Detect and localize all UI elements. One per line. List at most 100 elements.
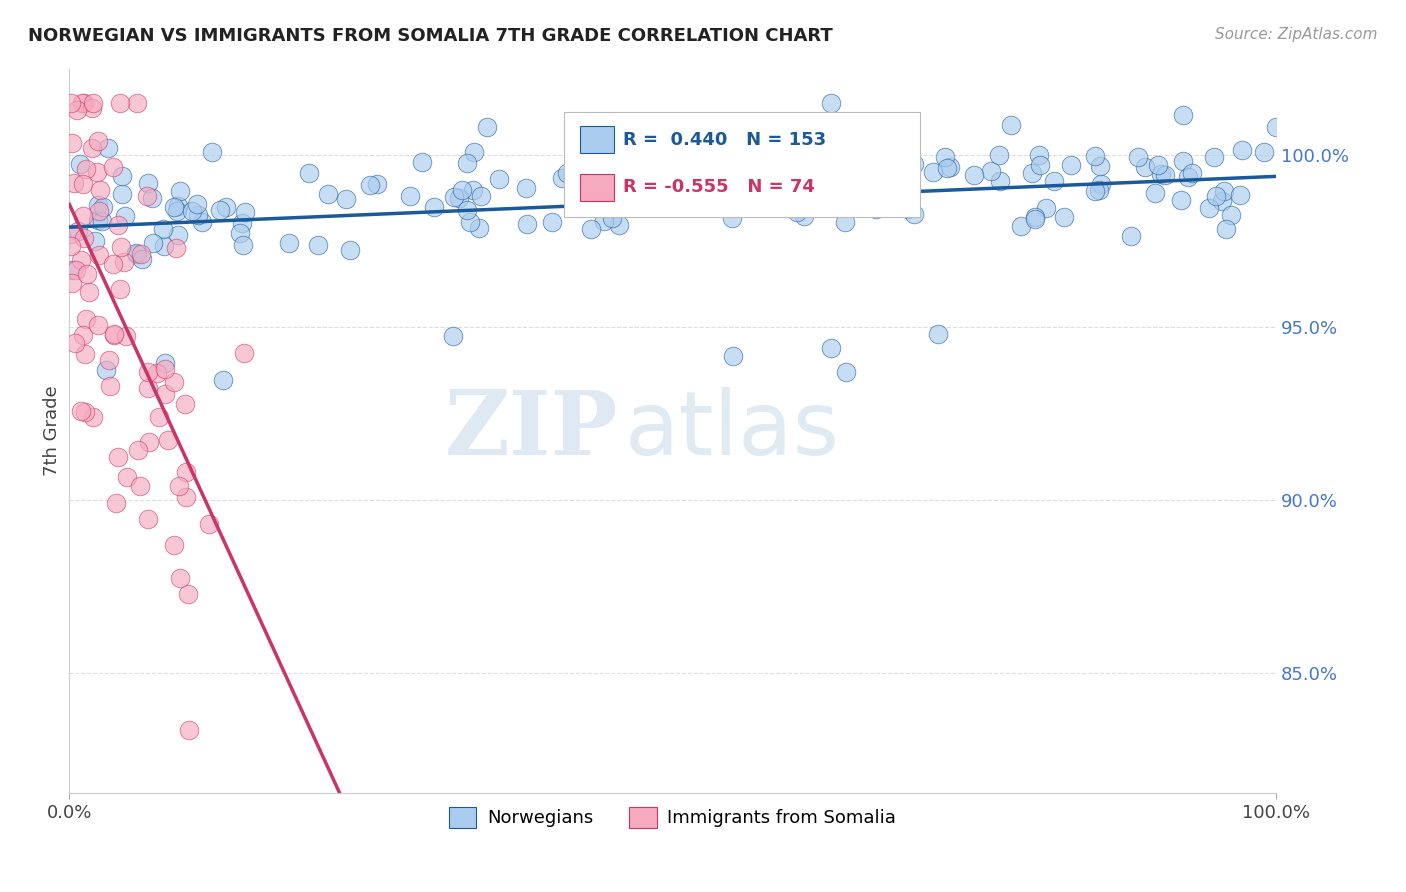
Point (516, 217, 538, 231)
Point (1265, 120, 1288, 134)
Point (89, 183, 111, 197)
Point (682, 177, 704, 191)
Point (163, 538, 186, 552)
Point (661, 193, 683, 207)
Point (69, 253, 91, 268)
Point (60, 239, 83, 253)
Point (115, 469, 138, 483)
Point (541, 215, 564, 229)
Point (1053, 210, 1076, 224)
Point (335, 192, 357, 206)
Point (1198, 201, 1220, 215)
Point (152, 222, 174, 236)
Point (893, 194, 915, 209)
Point (1253, 145, 1275, 160)
Point (86, 198, 108, 212)
Point (927, 326, 949, 341)
Point (75, 162, 97, 177)
Point (1010, 219, 1032, 233)
FancyBboxPatch shape (579, 126, 613, 153)
Point (112, 255, 135, 269)
Point (108, 282, 131, 296)
Point (82, 96, 104, 111)
Point (141, 191, 163, 205)
Point (820, 96, 842, 111)
Point (86, 213, 108, 227)
Point (807, 132, 830, 146)
Point (97, 353, 120, 368)
Text: NORWEGIAN VS IMMIGRANTS FROM SOMALIA 7TH GRADE CORRELATION CHART: NORWEGIAN VS IMMIGRANTS FROM SOMALIA 7TH… (28, 27, 832, 45)
Point (468, 221, 491, 235)
Point (571, 198, 593, 212)
Point (148, 409, 170, 424)
Point (82, 141, 104, 155)
Point (163, 375, 186, 389)
Point (72, 210, 94, 224)
Point (1024, 210, 1046, 224)
Point (797, 175, 820, 189)
Point (59, 96, 82, 111)
Point (1084, 149, 1107, 163)
Point (316, 186, 339, 201)
Point (186, 197, 208, 211)
Text: ZIP: ZIP (444, 387, 619, 475)
Point (110, 240, 132, 254)
Point (1180, 166, 1202, 180)
Point (107, 218, 129, 232)
Point (69, 157, 91, 171)
Point (136, 189, 159, 203)
Point (65, 263, 87, 277)
Point (551, 171, 574, 186)
Point (772, 162, 794, 177)
Point (72, 177, 94, 191)
Point (893, 167, 915, 181)
Point (488, 172, 510, 186)
Point (1173, 153, 1195, 168)
Point (1060, 158, 1083, 172)
Point (153, 362, 176, 376)
Point (72, 231, 94, 245)
Point (76, 267, 98, 281)
Point (174, 465, 197, 479)
Point (922, 164, 945, 178)
Point (1144, 186, 1167, 200)
Point (820, 341, 842, 355)
Point (166, 203, 188, 218)
Point (865, 202, 887, 216)
Point (75, 347, 97, 361)
Point (579, 221, 602, 235)
Point (103, 160, 125, 174)
Point (565, 134, 588, 148)
Point (136, 176, 159, 190)
Point (592, 214, 614, 228)
Point (127, 442, 149, 457)
Point (721, 211, 744, 225)
Point (298, 166, 321, 180)
Point (1088, 183, 1111, 197)
Point (1149, 167, 1171, 181)
Point (180, 203, 202, 218)
Point (1024, 211, 1046, 226)
Point (73, 96, 96, 111)
Point (399, 188, 422, 202)
Point (1147, 158, 1170, 172)
Point (463, 183, 485, 197)
Point (963, 168, 986, 182)
Point (1230, 144, 1253, 158)
Point (233, 204, 256, 219)
Point (1170, 193, 1192, 207)
Point (91, 214, 114, 228)
Point (138, 434, 160, 449)
Point (1126, 150, 1149, 164)
Point (441, 328, 464, 343)
Point (75, 405, 97, 419)
Point (94, 363, 117, 377)
Point (77, 285, 100, 299)
Point (1135, 160, 1157, 174)
FancyBboxPatch shape (564, 112, 920, 217)
Point (988, 174, 1011, 188)
Text: Source: ZipAtlas.com: Source: ZipAtlas.com (1215, 27, 1378, 42)
Text: atlas: atlas (624, 387, 839, 475)
Point (935, 161, 957, 175)
FancyBboxPatch shape (579, 174, 613, 202)
